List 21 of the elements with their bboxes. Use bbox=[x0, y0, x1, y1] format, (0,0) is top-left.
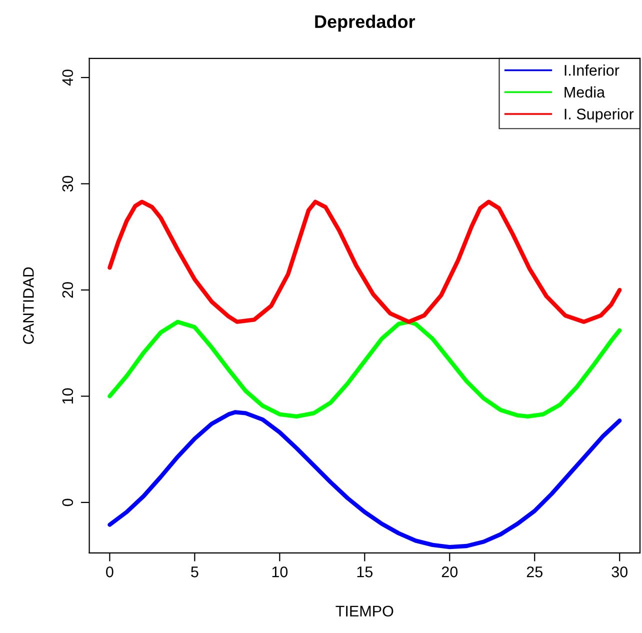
x-tick-label: 20 bbox=[442, 566, 458, 578]
x-tick-label: 25 bbox=[526, 566, 542, 578]
y-tick-label: 30 bbox=[62, 176, 74, 192]
y-tick-label: 40 bbox=[62, 70, 74, 86]
y-tick-label: 0 bbox=[62, 498, 74, 506]
x-tick-label: 0 bbox=[106, 566, 114, 578]
line-series bbox=[108, 320, 622, 418]
y-axis-title: CANTIDAD bbox=[23, 267, 34, 344]
legend-label: Media bbox=[564, 86, 606, 98]
chart-title: Depredador bbox=[315, 14, 416, 32]
y-tick-label: 10 bbox=[62, 388, 74, 404]
x-tick-label: 30 bbox=[612, 566, 628, 578]
legend-label: I.Inferior bbox=[564, 64, 620, 76]
x-axis-title: TIEMPO bbox=[336, 606, 394, 617]
x-tick-label: 10 bbox=[272, 566, 288, 578]
line-series bbox=[108, 410, 622, 550]
x-tick-label: 15 bbox=[357, 566, 373, 578]
line-series bbox=[108, 200, 622, 324]
x-tick-label: 5 bbox=[191, 566, 198, 578]
legend-label: I. Superior bbox=[564, 108, 634, 123]
y-tick-label: 20 bbox=[62, 282, 74, 298]
